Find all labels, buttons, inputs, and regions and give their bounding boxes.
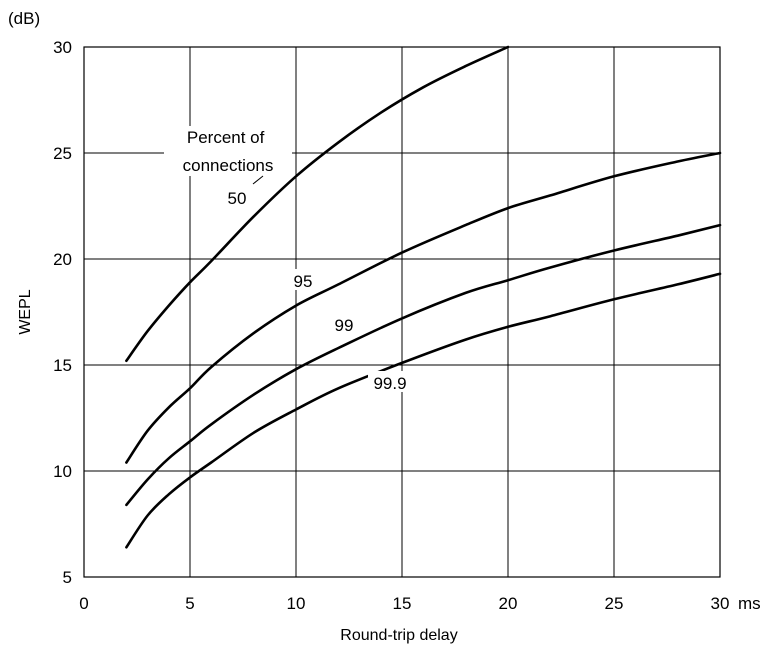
x-tick-label: 20 bbox=[499, 594, 518, 613]
series-label-99-backdrop bbox=[329, 313, 359, 334]
legend-title-line-2: connections bbox=[183, 156, 274, 175]
x-tick-label: 10 bbox=[287, 594, 306, 613]
series-label-50: 50 bbox=[228, 189, 247, 208]
series-line-99 bbox=[125, 223, 722, 507]
series-label-95: 95 bbox=[294, 272, 313, 291]
x-unit-label: ms bbox=[738, 594, 761, 613]
y-tick-label: 25 bbox=[53, 144, 72, 163]
y-tick-label: 10 bbox=[53, 462, 72, 481]
series-label-95-backdrop bbox=[288, 269, 318, 290]
x-tick-label: 25 bbox=[605, 594, 624, 613]
y-unit-label: (dB) bbox=[8, 9, 40, 28]
legend-leader-line bbox=[252, 175, 264, 185]
series-label-99: 99 bbox=[335, 316, 354, 335]
y-tick-label: 30 bbox=[53, 38, 72, 57]
legend-title-backdrop bbox=[164, 126, 292, 176]
y-tick-label: 20 bbox=[53, 250, 72, 269]
series-line-99.9 bbox=[125, 272, 722, 549]
curves bbox=[125, 45, 722, 549]
y-axis-title: WEPL bbox=[17, 289, 34, 334]
legend-title: Percent of connections bbox=[183, 128, 274, 175]
series-line-50 bbox=[125, 45, 510, 363]
series-label-99.9-backdrop bbox=[368, 371, 412, 392]
x-tick-label: 0 bbox=[79, 594, 88, 613]
legend-title-line-1: Percent of bbox=[187, 128, 265, 147]
grid bbox=[84, 47, 720, 577]
x-tick-label: 15 bbox=[393, 594, 412, 613]
x-tick-label: 30 bbox=[711, 594, 730, 613]
y-tick-label: 15 bbox=[53, 356, 72, 375]
y-tick-label: 5 bbox=[63, 568, 72, 587]
x-tick-label: 5 bbox=[185, 594, 194, 613]
series-label-99.9: 99.9 bbox=[373, 374, 406, 393]
plot-frame bbox=[83, 46, 721, 578]
series-line-95 bbox=[125, 151, 722, 464]
x-axis-title: Round-trip delay bbox=[340, 627, 457, 644]
